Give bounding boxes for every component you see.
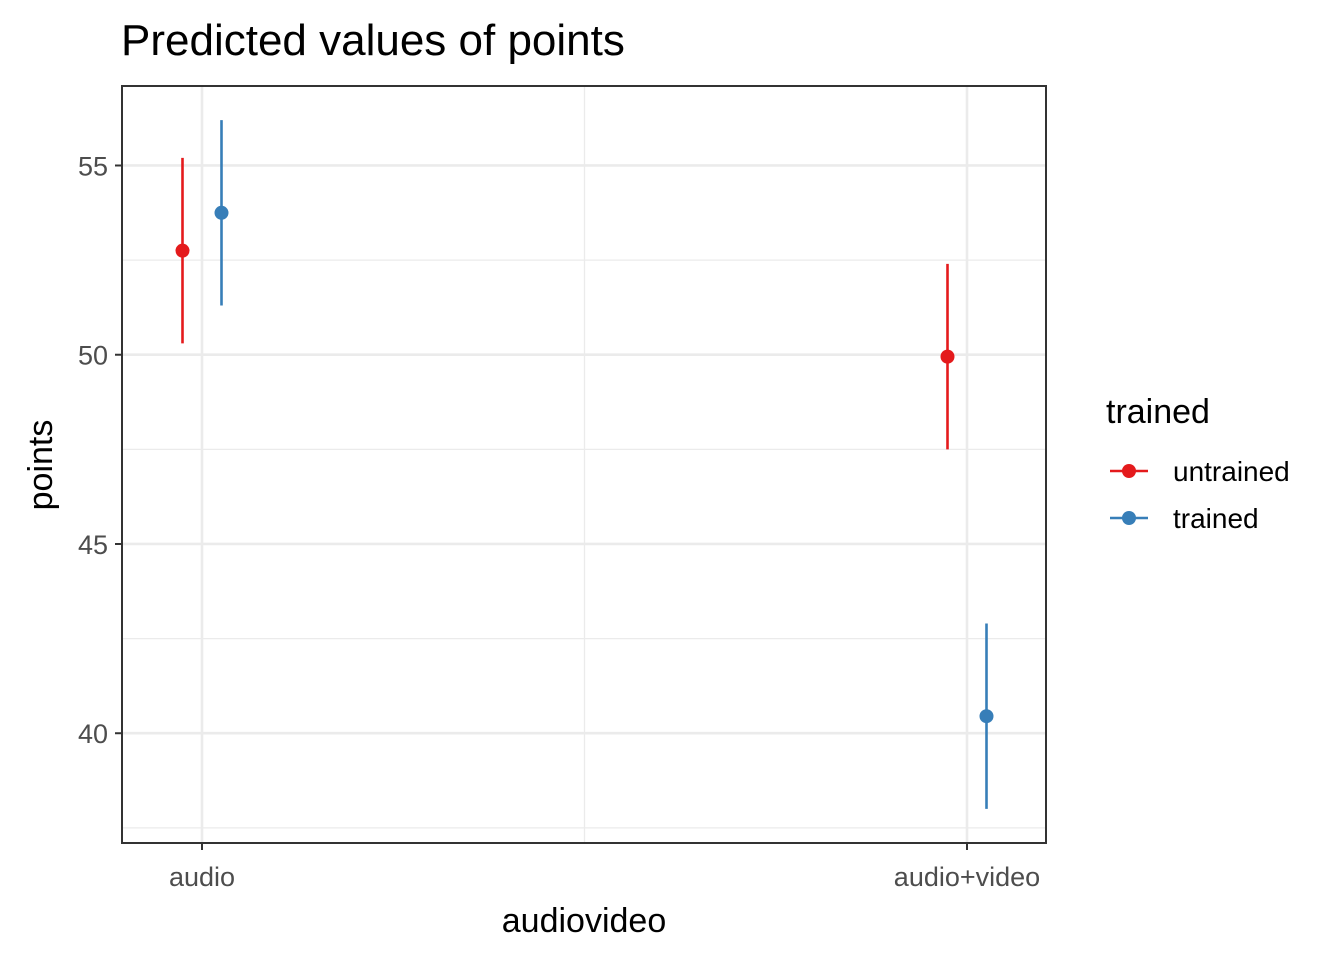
y-tick-label: 45 [78, 530, 108, 560]
legend: trained untrained trained [1106, 393, 1290, 534]
legend-label-trained: trained [1173, 503, 1259, 534]
y-axis-title: points [22, 420, 60, 511]
legend-key-point-trained [1122, 511, 1136, 525]
legend-label-untrained: untrained [1173, 456, 1290, 487]
chart-title: Predicted values of points [121, 16, 625, 65]
x-tick-label: audio+video [894, 862, 1040, 892]
data-point-trained-audio+video [979, 709, 994, 724]
y-tick-label: 50 [78, 341, 108, 371]
x-axis-title: audiovideo [502, 902, 666, 940]
legend-key-point-untrained [1122, 464, 1136, 478]
data-point-untrained-audio+video [940, 349, 955, 364]
legend-title: trained [1106, 393, 1210, 431]
x-tick-label: audio [169, 862, 235, 892]
y-tick-label: 55 [78, 151, 108, 181]
panel-border [121, 85, 1047, 844]
data-point-trained-audio [214, 205, 229, 220]
plot-panel: 40 45 50 55 audio audio+video [78, 85, 1047, 892]
data-point-untrained-audio [175, 243, 190, 258]
y-tick-label: 40 [78, 719, 108, 749]
